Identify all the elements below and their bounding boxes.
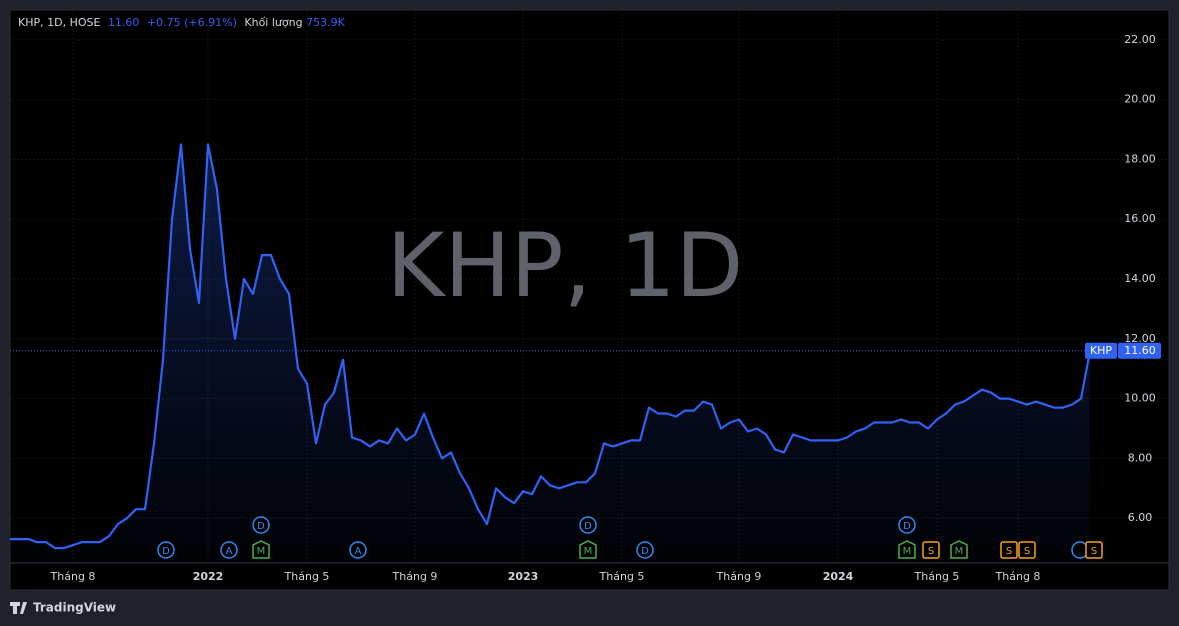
event-letter: D (641, 546, 649, 557)
area-fill (10, 144, 1090, 563)
x-tick-label: Tháng 9 (392, 570, 438, 583)
x-tick-label: Tháng 5 (914, 570, 960, 583)
event-letter: M (257, 546, 266, 557)
last-symbol-box (1085, 342, 1117, 359)
y-tick-label: 12.00 (1124, 332, 1156, 345)
event-marker (1000, 541, 1018, 559)
event-marker (579, 540, 597, 559)
x-tick-label: Tháng 9 (716, 570, 762, 583)
event-marker (1018, 541, 1036, 559)
event-marker (636, 541, 654, 559)
event-marker (252, 516, 270, 534)
x-tick-label: Tháng 8 (50, 570, 96, 583)
brand-logo (10, 602, 27, 614)
event-letter: M (955, 546, 964, 557)
event-marker (157, 541, 175, 559)
event-marker (220, 541, 238, 559)
legend-header: KHP, 1D, HOSE 11.60 +0.75 (+6.91%) Khối … (18, 16, 346, 29)
event-letter: D (257, 521, 265, 532)
y-tick-label: 10.00 (1124, 392, 1156, 405)
event-letter: D (903, 521, 911, 532)
brand[interactable]: TradingView (33, 601, 116, 615)
event-marker (579, 516, 597, 534)
event-marker (349, 541, 367, 559)
event-marker (898, 540, 916, 559)
last-price-box (1118, 342, 1161, 359)
y-tick-label: 22.00 (1124, 33, 1156, 46)
x-tick-label: 2023 (508, 570, 539, 583)
event-letter: S (1006, 546, 1012, 557)
y-tick-label: 18.00 (1124, 152, 1156, 165)
x-tick-label: 2022 (193, 570, 224, 583)
header-volume-label: Khối lượng (244, 16, 302, 29)
event-marker (950, 540, 968, 559)
x-tick-label: Tháng 5 (284, 570, 330, 583)
event-letter: D (584, 521, 592, 532)
last-symbol: KHP (1090, 344, 1112, 357)
event-marker (252, 540, 270, 559)
y-tick-label: 14.00 (1124, 272, 1156, 285)
event-letter: A (355, 546, 362, 557)
event-letter: S (928, 546, 934, 557)
event-letter: M (584, 546, 593, 557)
event-marker (898, 516, 916, 534)
header-price: 11.60 (108, 16, 140, 29)
event-marker (922, 541, 940, 559)
event-marker (1085, 541, 1103, 559)
event-letter: S (1024, 546, 1030, 557)
header-volume: 753.9K (306, 16, 345, 29)
header-symbol: KHP, 1D, HOSE (18, 16, 100, 29)
price-line (10, 143, 1092, 550)
y-tick-label: 16.00 (1124, 212, 1156, 225)
event-letter: A (226, 546, 233, 557)
y-tick-label: 8.00 (1128, 451, 1153, 464)
header-change: +0.75 (+6.91%) (147, 16, 237, 29)
x-tick-label: 2024 (823, 570, 854, 583)
plot (10, 143, 1092, 563)
event-letter: S (1091, 546, 1097, 557)
x-tick-label: Tháng 8 (995, 570, 1041, 583)
x-tick-label: Tháng 5 (599, 570, 645, 583)
event-letter: D (162, 546, 170, 557)
y-tick-label: 20.00 (1124, 93, 1156, 106)
event-letter: M (903, 546, 912, 557)
y-tick-label: 6.00 (1128, 511, 1153, 524)
watermark: KHP, 1D (387, 214, 744, 317)
last-price: 11.60 (1124, 344, 1156, 357)
